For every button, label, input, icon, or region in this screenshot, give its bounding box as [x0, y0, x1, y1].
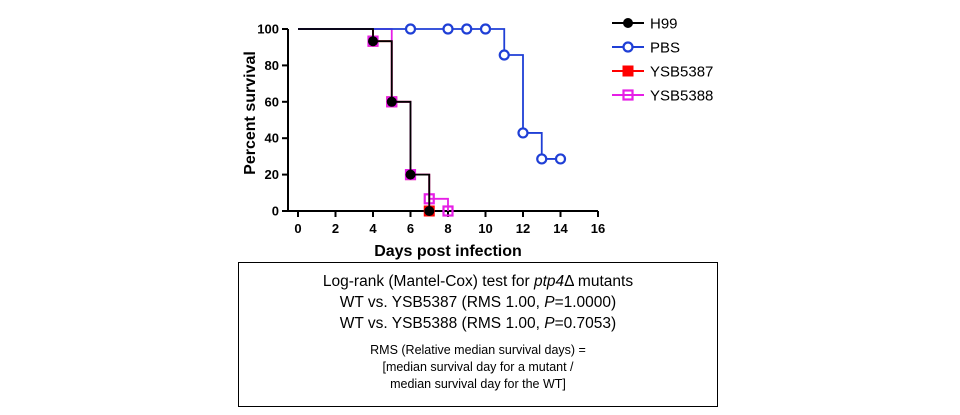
y-tick-label: 0 [272, 204, 279, 219]
legend-item-pbs: PBS [612, 40, 680, 57]
data-point-pbs [442, 23, 454, 35]
series-line-ysb5387 [298, 28, 431, 211]
series-line-ysb5388 [298, 28, 449, 211]
series-layer [298, 23, 567, 217]
test-title-prefix: Log-rank (Mantel-Cox) test for [322, 273, 534, 290]
legend-item-ysb5388: YSB5388 [612, 88, 713, 105]
data-point-h99 [405, 169, 416, 180]
legend-item-h99: H99 [612, 16, 678, 33]
rms-definition: RMS (Relative median survival days) = [370, 343, 586, 357]
y-tick-label: 80 [265, 58, 279, 73]
x-tick-label: 6 [407, 221, 414, 236]
series-line-h99 [298, 28, 431, 211]
y-tick-label: 20 [265, 167, 279, 182]
legend-label-ysb5387: YSB5387 [650, 64, 713, 81]
legend-marker [622, 41, 634, 53]
data-point-pbs [479, 23, 492, 35]
p-symbol: P [544, 294, 555, 311]
data-point-pbs [536, 153, 548, 165]
legend-label-ysb5388: YSB5388 [650, 88, 713, 105]
test-title-suffix: Δ mutants [564, 273, 634, 290]
comparison-ysb5388-p-value: =0.7053) [554, 315, 617, 332]
p-symbol: P [544, 315, 555, 332]
legend-label-h99: H99 [650, 16, 678, 33]
x-tick-label: 12 [516, 221, 530, 236]
legend-marker [623, 18, 633, 28]
series-pbs [298, 23, 567, 165]
legend-marker [622, 65, 634, 77]
x-axis-title: Days post infection [374, 243, 522, 260]
rms-formula-numerator: [median survival day for a mutant / [382, 360, 574, 374]
gene-name: ptp4 [533, 273, 565, 290]
comparison-ysb5388: WT vs. YSB5388 (RMS 1.00, P=0.7053) [239, 313, 717, 334]
x-tick-label: 16 [591, 221, 605, 236]
x-tick-label: 10 [478, 221, 492, 236]
y-tick-label: 40 [265, 131, 279, 146]
data-point-pbs [517, 127, 529, 139]
legend-item-ysb5387: YSB5387 [612, 64, 713, 81]
series-ysb5387 [298, 28, 435, 217]
legend: H99 PBS YSB5387 YSB5388 [612, 16, 713, 105]
rms-formula-denominator: median survival day for the WT] [390, 377, 566, 391]
y-tick-label: 60 [265, 94, 279, 109]
survival-chart: 0 20 40 60 80 100 0 2 4 6 8 10 12 14 16 Days post infe… [242, 16, 713, 261]
comparison-ysb5387-prefix: WT vs. YSB5387 (RMS 1.00, [339, 294, 545, 311]
data-point-h99 [424, 206, 435, 216]
y-axis-title: Percent survival [242, 51, 259, 175]
series-h99 [298, 28, 435, 216]
data-point-pbs [404, 23, 417, 35]
x-tick-label: 14 [553, 221, 568, 236]
data-point-pbs [554, 153, 567, 165]
comparison-ysb5388-prefix: WT vs. YSB5388 (RMS 1.00, [339, 315, 545, 332]
x-tick-label: 8 [444, 221, 451, 236]
comparison-ysb5387-p-value: =1.0000) [554, 294, 617, 311]
series-line-pbs [298, 28, 561, 160]
legend-label-pbs: PBS [650, 40, 680, 57]
x-tick-label: 0 [294, 221, 301, 236]
legend-marker [622, 89, 634, 101]
x-tick-label: 4 [369, 221, 377, 236]
data-point-h99 [368, 36, 378, 47]
data-point-ysb5388 [442, 205, 454, 217]
statistics-box: Log-rank (Mantel-Cox) test for ptp4Δ mut… [238, 262, 718, 407]
data-point-pbs [498, 49, 510, 61]
comparison-ysb5387: WT vs. YSB5387 (RMS 1.00, P=1.0000) [239, 292, 717, 313]
data-point-pbs [461, 23, 473, 35]
x-tick-label: 2 [332, 221, 339, 236]
y-tick-label: 100 [257, 22, 279, 37]
data-point-h99 [386, 96, 397, 107]
test-title: Log-rank (Mantel-Cox) test for ptp4Δ mut… [239, 271, 717, 292]
